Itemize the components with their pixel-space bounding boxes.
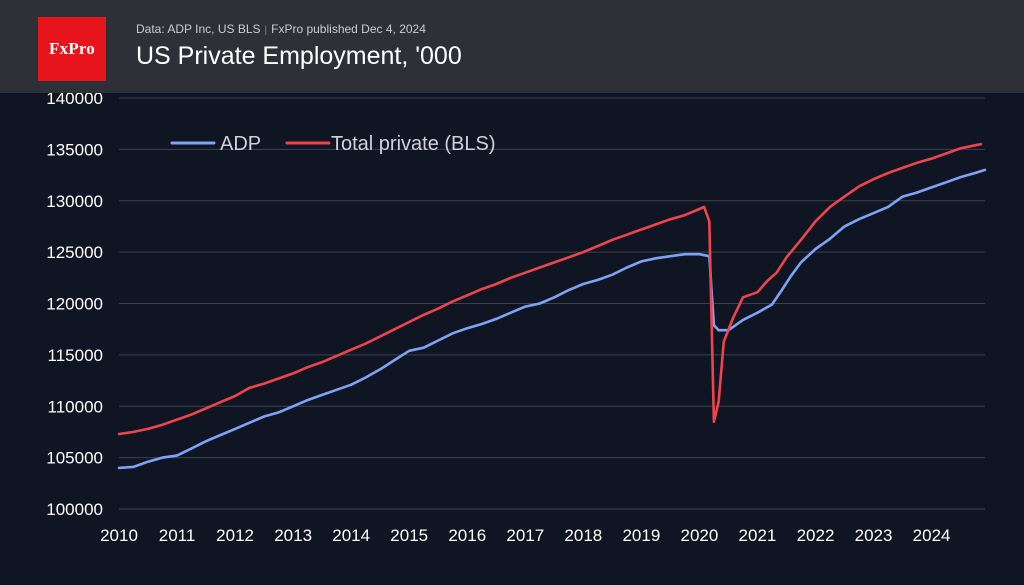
fxpro-logo: FxPro bbox=[38, 17, 106, 81]
x-tick-label: 2014 bbox=[332, 526, 370, 545]
series-line-adp bbox=[117, 168, 987, 470]
x-tick-label: 2023 bbox=[855, 526, 893, 545]
grid-lines bbox=[119, 97, 985, 510]
x-tick-label: 2018 bbox=[564, 526, 602, 545]
x-tick-label: 2010 bbox=[100, 526, 138, 545]
y-tick-label: 120000 bbox=[46, 295, 103, 314]
x-tick-label: 2021 bbox=[739, 526, 777, 545]
legend-item: Total private (BLS) bbox=[285, 133, 496, 155]
x-tick-label: 2024 bbox=[913, 526, 951, 545]
x-tick-label: 2013 bbox=[274, 526, 312, 545]
series-lines bbox=[117, 142, 987, 470]
x-tick-label: 2012 bbox=[216, 526, 254, 545]
separator: | bbox=[264, 25, 268, 36]
chart-header: FxPro Data: ADP Inc, US BLS | FxPro publis… bbox=[0, 0, 1024, 93]
y-tick-label: 100000 bbox=[46, 500, 103, 519]
x-tick-label: 2015 bbox=[390, 526, 428, 545]
y-tick-label: 135000 bbox=[46, 140, 103, 159]
x-axis: 2010 2011 2012 2013 2014 2015 2016 2017 2018 2019… bbox=[100, 526, 950, 545]
x-tick-label: 2022 bbox=[797, 526, 835, 545]
published-date: FxPro published Dec 4, 2024 bbox=[271, 22, 426, 36]
legend: ADP Total private (BLS) bbox=[170, 133, 496, 155]
legend-label: ADP bbox=[220, 133, 261, 155]
x-tick-label: 2017 bbox=[506, 526, 544, 545]
x-tick-label: 2019 bbox=[622, 526, 660, 545]
legend-item: ADP bbox=[170, 133, 261, 155]
data-source: Data: ADP Inc, US BLS bbox=[136, 22, 261, 36]
y-tick-label: 110000 bbox=[48, 397, 103, 416]
chart-title: US Private Employment, '000 bbox=[136, 42, 462, 70]
y-tick-label: 130000 bbox=[46, 192, 103, 211]
y-tick-label: 125000 bbox=[46, 243, 103, 262]
y-axis: 100000 105000 110000 115000 120000 125000 1300… bbox=[46, 93, 103, 519]
y-tick-label: 105000 bbox=[46, 449, 103, 468]
series-line-bls bbox=[117, 142, 983, 436]
x-tick-label: 2011 bbox=[159, 526, 196, 545]
data-source-line: Data: ADP Inc, US BLS | FxPro published De… bbox=[136, 22, 426, 36]
y-tick-label: 115000 bbox=[48, 346, 103, 365]
y-tick-label: 140000 bbox=[46, 93, 103, 108]
x-tick-label: 2016 bbox=[448, 526, 486, 545]
x-tick-label: 2020 bbox=[681, 526, 719, 545]
employment-chart: 100000 105000 110000 115000 120000 125000 1300… bbox=[46, 93, 987, 545]
legend-label: Total private (BLS) bbox=[331, 133, 496, 155]
logo-text: FxPro bbox=[48, 39, 95, 58]
